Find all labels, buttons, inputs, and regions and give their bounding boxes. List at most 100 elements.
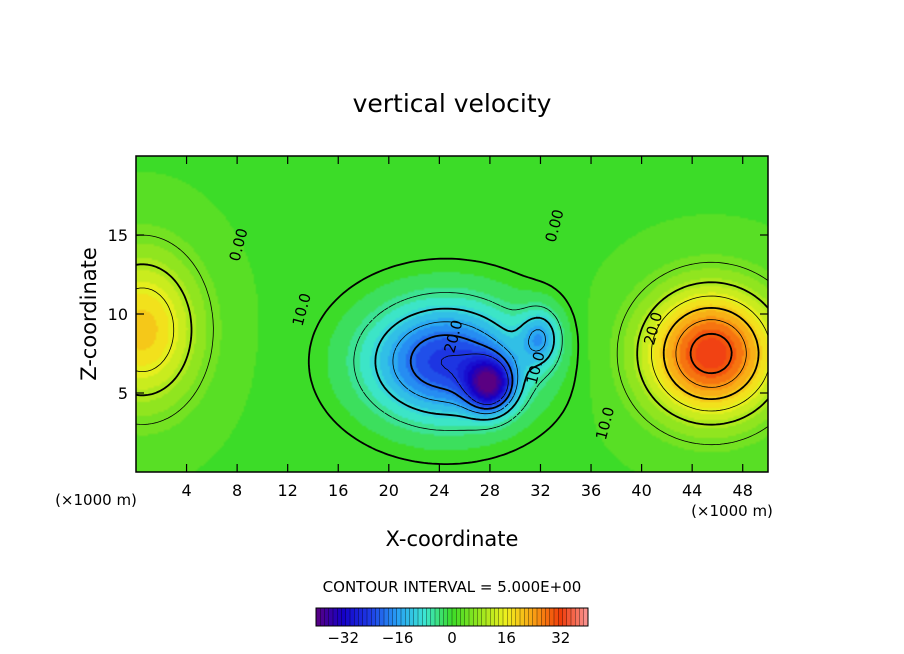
colorbar-cell [422, 608, 427, 626]
colorbar-cell [558, 608, 563, 626]
x-tick-label: 40 [631, 481, 651, 500]
colorbar-tick-label: −16 [382, 629, 414, 647]
colorbar-cell [575, 608, 580, 626]
colorbar-cell [566, 608, 572, 626]
contour-line [374, 307, 555, 421]
x-tick-label: 44 [682, 481, 702, 500]
colorbar-cell [579, 608, 585, 626]
contour-line [353, 292, 563, 431]
contour-line [409, 334, 514, 410]
contour-line [136, 287, 768, 412]
colorbar-tick-label: 16 [497, 629, 516, 647]
colorbar-cell [362, 608, 368, 626]
colorbar-cell [341, 608, 347, 626]
x-tick-label: 4 [181, 481, 191, 500]
colorbar-cell [409, 608, 415, 626]
colorbar-cell [532, 608, 538, 626]
colorbar-cell [430, 608, 436, 626]
colorbar-cell [328, 608, 334, 626]
colorbar-cell [490, 608, 495, 626]
contour-line [675, 319, 747, 388]
chart-title: vertical velocity [353, 89, 552, 118]
colorbar-cell [511, 608, 517, 626]
colorbar-cell [486, 608, 491, 626]
x-tick-label: 16 [328, 481, 348, 500]
colorbar-cell [507, 608, 512, 626]
colorbar-cell [494, 608, 500, 626]
colorbar-cell [541, 608, 546, 626]
colorbar-cell [447, 608, 453, 626]
colorbar-ticks: −32 −16 0 16 32 [327, 629, 570, 647]
colorbar-cell [350, 608, 355, 626]
colorbar-cell [520, 608, 525, 626]
x-tick-label: 24 [429, 481, 449, 500]
colorbar-cell [324, 608, 330, 626]
contour-line [307, 257, 580, 465]
colorbar-cell [333, 608, 338, 626]
contour-line [136, 263, 768, 426]
colorbar-cell [396, 608, 402, 626]
colorbar-cell [354, 608, 359, 626]
contour-line [662, 307, 760, 400]
colorbar-cell [345, 608, 351, 626]
colorbar-cell [401, 608, 406, 626]
y-tick-label: 15 [108, 226, 128, 245]
colorbar-cell [426, 608, 432, 626]
x-tick-label: 48 [733, 481, 753, 500]
colorbar-cell [443, 608, 449, 626]
x-tick-label: 32 [530, 481, 550, 500]
colorbar-cells [315, 608, 589, 626]
colorbar-cell [371, 608, 376, 626]
colorbar-cell [452, 608, 457, 626]
contour-interval-text: CONTOUR INTERVAL = 5.000E+00 [323, 578, 582, 596]
colorbar-cell [384, 608, 389, 626]
colorbar-cell [358, 608, 364, 626]
colorbar-cell [418, 608, 423, 626]
colorbar-cell [528, 608, 534, 626]
colorbar-cell [583, 608, 589, 626]
y-tick-label: 10 [108, 305, 128, 324]
y-axis-ticks: 5 10 15 [108, 226, 768, 403]
contour-line [689, 332, 733, 375]
x-axis-label: X-coordinate [386, 527, 519, 551]
x-unit-left: (×1000 m) [55, 491, 137, 509]
contour-line [440, 353, 509, 405]
colorbar-cell [503, 608, 508, 626]
colorbar-cell [316, 608, 321, 626]
colorbar-cell [375, 608, 381, 626]
colorbar-cell [481, 608, 487, 626]
colorbar-tick-label: 32 [551, 629, 570, 647]
contour-lines [136, 234, 768, 465]
colorbar-cell [562, 608, 568, 626]
colorbar-cell [435, 608, 440, 626]
colorbar-cell [524, 608, 529, 626]
colorbar-cell [464, 608, 470, 626]
colorbar-cell [405, 608, 410, 626]
colorbar-cell [515, 608, 521, 626]
colorbar-cell [554, 608, 559, 626]
x-tick-label: 20 [379, 481, 399, 500]
colorbar-cell [477, 608, 483, 626]
colorbar-cell [337, 608, 342, 626]
colorbar-cell [439, 608, 444, 626]
colorbar-frame [315, 607, 589, 627]
colorbar-cell [549, 608, 555, 626]
x-unit-right: (×1000 m) [691, 502, 773, 520]
colorbar-tick-label: 0 [447, 629, 457, 647]
colorbar-cell [456, 608, 461, 626]
colorbar-cell [537, 608, 542, 626]
colorbar-cell [413, 608, 419, 626]
x-tick-label: 8 [232, 481, 242, 500]
x-axis-ticks: 4 8 12 16 20 24 28 32 36 40 44 48 [181, 156, 753, 500]
colorbar-cell [473, 608, 478, 626]
colorbar-cell [388, 608, 393, 626]
contour-line [392, 321, 546, 415]
colorbar-cell [379, 608, 385, 626]
x-tick-label: 12 [278, 481, 298, 500]
colorbar-tick-label: −32 [327, 629, 359, 647]
y-axis-label: Z-coordinate [77, 247, 101, 381]
colorbar-cell [460, 608, 466, 626]
colorbar-cell [392, 608, 398, 626]
colorbar-cell [367, 608, 372, 626]
